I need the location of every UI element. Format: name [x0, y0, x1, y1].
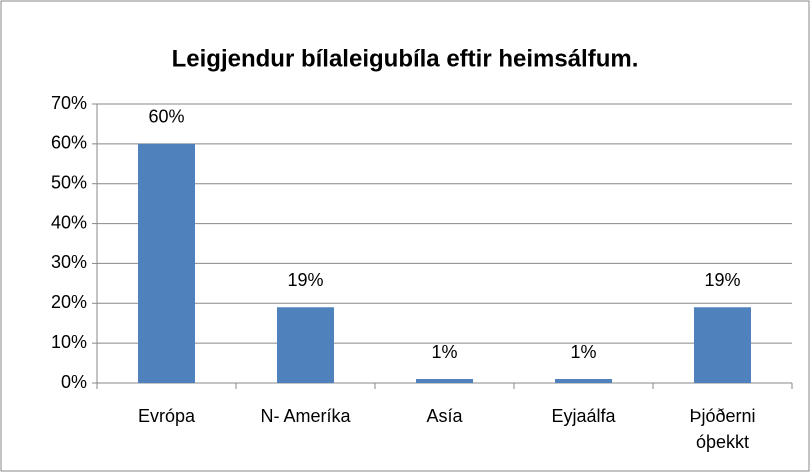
data-label: 60%: [148, 107, 184, 127]
x-tick-label: Þjóðerni óþekkt: [689, 406, 756, 452]
data-label: 19%: [287, 270, 323, 290]
x-tick-label: Asía: [426, 406, 463, 426]
y-tick-label: 40%: [51, 212, 87, 232]
y-tick-label: 30%: [51, 252, 87, 272]
x-tick-label: Evrópa: [137, 406, 196, 426]
y-tick-label: 10%: [51, 332, 87, 352]
data-label: 1%: [431, 342, 457, 362]
y-tick-label: 60%: [51, 133, 87, 153]
x-tick-label: Eyjaálfa: [551, 406, 616, 426]
bar: [138, 143, 195, 383]
bar: [416, 379, 473, 383]
y-tick-label: 20%: [51, 292, 87, 312]
data-label: 1%: [570, 342, 596, 362]
bar: [277, 307, 334, 383]
bar: [694, 307, 751, 383]
y-tick-label: 70%: [51, 93, 87, 113]
bar: [555, 379, 612, 383]
data-label: 19%: [704, 270, 740, 290]
y-tick-label: 50%: [51, 172, 87, 192]
y-tick-label: 0%: [61, 372, 87, 392]
x-tick-label: N- Ameríka: [260, 406, 351, 426]
chart-title: Leigjendur bílaleigubíla eftir heimsálfu…: [172, 45, 639, 72]
